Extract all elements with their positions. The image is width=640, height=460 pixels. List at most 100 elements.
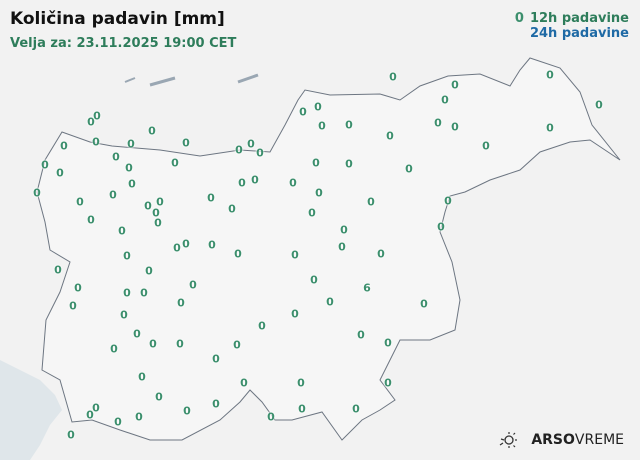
station-value: 0 xyxy=(148,124,156,138)
lake xyxy=(237,73,259,84)
station-value: 0 xyxy=(87,115,95,129)
legend-item-12h: 0 12h padavine xyxy=(515,11,629,26)
station-value: 0 xyxy=(212,352,220,366)
station-value: 0 xyxy=(345,157,353,171)
station-value: 0 xyxy=(60,139,68,153)
lake xyxy=(124,77,136,83)
station-value: 0 xyxy=(138,370,146,384)
station-value: 0 xyxy=(314,100,322,114)
station-value: 0 xyxy=(357,328,365,342)
station-value: 0 xyxy=(125,161,133,175)
station-value: 0 xyxy=(182,237,190,251)
station-value: 0 xyxy=(173,241,181,255)
station-value: 0 xyxy=(420,297,428,311)
station-value: 0 xyxy=(207,191,215,205)
station-value: 0 xyxy=(152,206,160,220)
station-value: 0 xyxy=(234,247,242,261)
station-value: 0 xyxy=(135,410,143,424)
station-value: 0 xyxy=(112,150,120,164)
arso-logo: ARSOVREME xyxy=(499,431,624,449)
station-value: 0 xyxy=(437,220,445,234)
logo-bold: ARSO xyxy=(531,432,575,448)
station-value: 0 xyxy=(386,129,394,143)
station-value: 0 xyxy=(258,319,266,333)
station-value: 0 xyxy=(176,337,184,351)
station-value: 0 xyxy=(291,307,299,321)
station-value: 0 xyxy=(189,278,197,292)
valid-time: Velja za: 23.11.2025 19:00 CET xyxy=(10,36,237,51)
station-value: 0 xyxy=(67,428,75,442)
station-value: 0 xyxy=(289,176,297,190)
station-value: 0 xyxy=(352,402,360,416)
station-value: 0 xyxy=(299,105,307,119)
station-value: 0 xyxy=(208,238,216,252)
station-value: 0 xyxy=(318,119,326,133)
station-value: 0 xyxy=(315,186,323,200)
station-value: 0 xyxy=(345,118,353,132)
station-value: 0 xyxy=(441,93,449,107)
station-value: 0 xyxy=(171,156,179,170)
station-value: 0 xyxy=(310,273,318,287)
station-value: 0 xyxy=(444,194,452,208)
station-value: 0 xyxy=(251,173,259,187)
station-value: 0 xyxy=(546,121,554,135)
station-value: 0 xyxy=(109,188,117,202)
station-value: 0 xyxy=(127,137,135,151)
station-value: 0 xyxy=(93,109,101,123)
station-value: 0 xyxy=(235,143,243,157)
station-value: 0 xyxy=(247,137,255,151)
logo-light: VREME xyxy=(574,432,624,448)
station-value: 0 xyxy=(326,295,334,309)
station-value: 0 xyxy=(128,177,136,191)
station-value: 0 xyxy=(140,286,148,300)
station-value: 0 xyxy=(384,376,392,390)
station-value: 0 xyxy=(177,296,185,310)
station-value: 0 xyxy=(156,195,164,209)
station-value: 0 xyxy=(144,199,152,213)
station-value: 0 xyxy=(92,135,100,149)
station-value: 0 xyxy=(54,263,62,277)
station-value: 0 xyxy=(451,78,459,92)
station-value: 0 xyxy=(546,68,554,82)
station-value: 0 xyxy=(87,213,95,227)
station-value: 0 xyxy=(212,397,220,411)
adriatic-sea xyxy=(0,360,62,460)
station-value: 0 xyxy=(33,186,41,200)
legend-label-24h: 24h padavine xyxy=(529,26,629,41)
station-value: 0 xyxy=(233,338,241,352)
station-value: 0 xyxy=(298,402,306,416)
station-value: 0 xyxy=(377,247,385,261)
station-value: 0 xyxy=(149,337,157,351)
station-value: 0 xyxy=(451,120,459,134)
station-value: 0 xyxy=(110,342,118,356)
station-value: 0 xyxy=(145,264,153,278)
station-value: 0 xyxy=(123,286,131,300)
station-value: 0 xyxy=(228,202,236,216)
station-value: 0 xyxy=(123,249,131,263)
map-title: Količina padavin [mm] xyxy=(10,9,225,29)
station-value: 0 xyxy=(120,308,128,322)
station-value: 0 xyxy=(434,116,442,130)
station-value: 0 xyxy=(405,162,413,176)
station-value: 0 xyxy=(41,158,49,172)
lake xyxy=(149,76,176,87)
station-value: 0 xyxy=(384,336,392,350)
sun-icon xyxy=(499,432,518,448)
station-value: 0 xyxy=(74,281,82,295)
station-value: 0 xyxy=(338,240,346,254)
station-value: 0 xyxy=(183,404,191,418)
station-value: 0 xyxy=(308,206,316,220)
station-value: 6 xyxy=(363,281,371,295)
station-value: 0 xyxy=(312,156,320,170)
station-value: 0 xyxy=(482,139,490,153)
station-value: 0 xyxy=(182,136,190,150)
station-value: 0 xyxy=(256,146,264,160)
slovenia-border xyxy=(36,57,621,441)
station-value: 0 xyxy=(76,195,84,209)
legend-label-12h: 12h padavine xyxy=(529,11,629,26)
station-value: 0 xyxy=(92,401,100,415)
station-value: 0 xyxy=(340,223,348,237)
station-value: 0 xyxy=(69,299,77,313)
legend-item-24h: 24h padavine xyxy=(515,26,629,41)
